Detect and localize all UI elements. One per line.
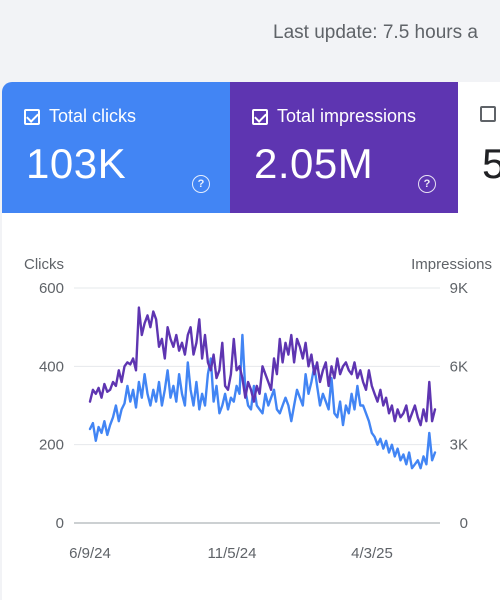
date-tick-label: 4/3/25	[351, 545, 393, 562]
impressions-axis-title: Impressions	[411, 256, 492, 273]
total-clicks-checkbox-icon[interactable]	[24, 108, 40, 125]
performance-chart-svg: Clicks Impressions 600 9K 400 6K 200 3K 0 0 6/9/24…	[24, 256, 492, 562]
performance-chart: Clicks Impressions 600 9K 400 6K 200 3K 0 0 6/9/24…	[2, 213, 500, 600]
total-impressions-checkbox-icon[interactable]	[252, 108, 268, 125]
clicks-tick-label: 0	[56, 515, 64, 532]
metric-cards: Total clicks 103K ? Total impressions 2.…	[0, 82, 500, 213]
date-tick-label: 11/5/24	[208, 545, 257, 562]
impressions-tick-label: 0	[460, 515, 468, 532]
total-clicks-header: Total clicks	[24, 106, 136, 127]
clicks-tick-label: 200	[39, 437, 64, 454]
total-impressions-label: Total impressions	[277, 106, 417, 126]
total-clicks-value: 103K	[26, 140, 127, 187]
impressions-tick-label: 9K	[450, 280, 468, 297]
last-update-text: Last update: 7.5 hours a	[273, 22, 478, 43]
impressions-series-line	[88, 306, 437, 427]
date-tick-label: 6/9/24	[69, 545, 111, 562]
help-icon[interactable]: ?	[418, 175, 436, 193]
average-ctr-card[interactable]: 5	[458, 82, 500, 213]
clicks-tick-label: 600	[39, 280, 64, 297]
average-ctr-checkbox-icon[interactable]	[480, 106, 496, 122]
total-clicks-label: Total clicks	[49, 106, 137, 126]
help-icon[interactable]: ?	[192, 175, 210, 193]
average-ctr-value: 5	[482, 140, 500, 187]
total-impressions-value: 2.05M	[254, 140, 374, 187]
impressions-tick-label: 3K	[450, 437, 468, 454]
clicks-axis-title: Clicks	[24, 256, 64, 273]
total-clicks-card[interactable]: Total clicks 103K ?	[2, 82, 230, 213]
impressions-tick-label: 6K	[450, 358, 468, 375]
total-impressions-header: Total impressions	[252, 106, 416, 127]
clicks-series-line	[88, 333, 437, 470]
clicks-tick-label: 400	[39, 358, 64, 375]
average-ctr-header	[480, 106, 500, 122]
total-impressions-card[interactable]: Total impressions 2.05M ?	[230, 82, 458, 213]
